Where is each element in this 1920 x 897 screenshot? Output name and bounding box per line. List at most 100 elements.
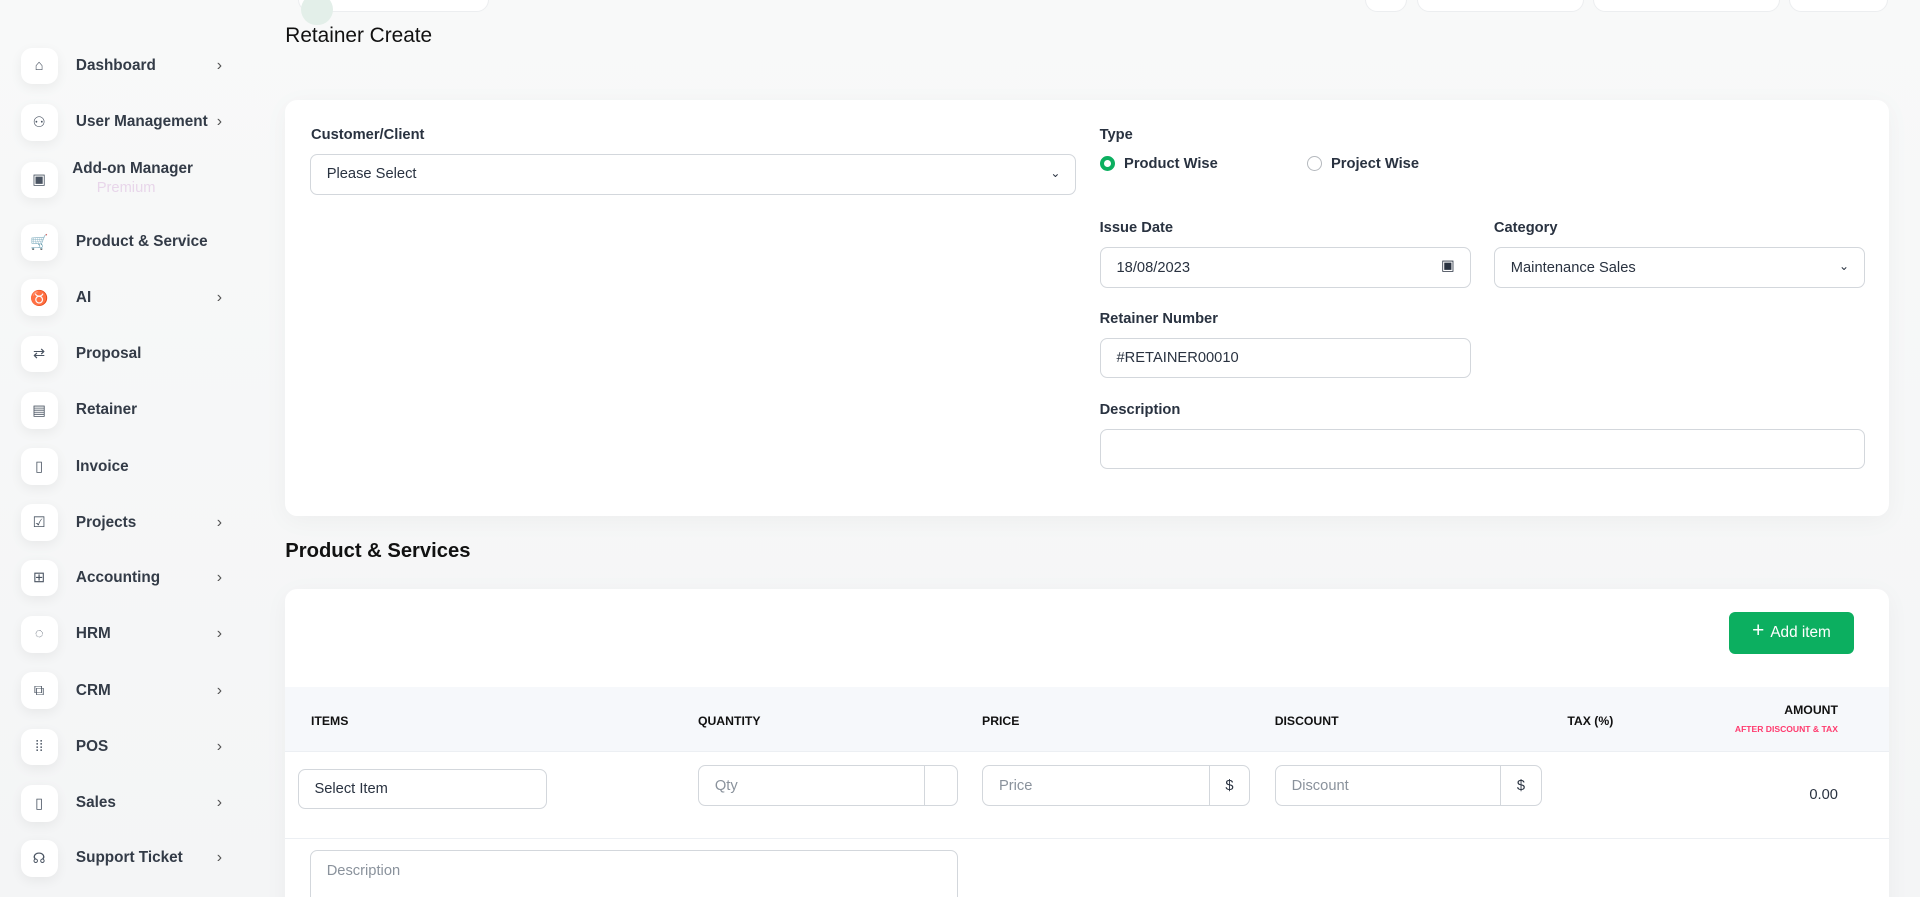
sidebar-item-ai[interactable]: ♉ AI › — [20, 278, 254, 317]
sidebar-item-crm[interactable]: ⧉ CRM › — [20, 671, 254, 710]
sidebar-item-invoice[interactable]: ▯ Invoice — [20, 447, 254, 486]
sidebar-item-label: User Management — [75, 113, 208, 131]
items-card: + Add item ITEMS QUANTITY PRICE DISCOUNT … — [285, 588, 1890, 897]
chevron-right-icon: › — [216, 57, 223, 75]
price-input[interactable]: Price $ — [982, 765, 1251, 806]
header-tax: TAX (%) — [1567, 713, 1614, 728]
add-item-button[interactable]: + Add item — [1728, 612, 1854, 654]
apps-icon: ▣ — [20, 161, 58, 199]
header-items: ITEMS — [311, 713, 349, 728]
sidebar-item-pos[interactable]: ⁞⁞ POS › — [20, 727, 254, 766]
table-row: Select Item Qty Price $ Discount $ 0.00 — [285, 752, 1890, 839]
sidebar-item-label: Support Ticket — [75, 849, 183, 867]
plus-icon: + — [1752, 619, 1765, 643]
header-button[interactable] — [1593, 0, 1781, 13]
issue-date-input[interactable]: 18/08/2023 ▣ — [1099, 247, 1471, 288]
radio-checked-icon — [1099, 155, 1116, 172]
select-item-value: Select Item — [314, 781, 388, 798]
radio-project-wise[interactable]: Project Wise — [1306, 155, 1420, 172]
quantity-addon — [923, 766, 957, 805]
radio-label: Project Wise — [1330, 155, 1420, 172]
chevron-down-icon: ⌄ — [1050, 166, 1061, 181]
chevron-right-icon: › — [216, 288, 223, 306]
header-button[interactable] — [1365, 0, 1407, 13]
discount-input[interactable]: Discount $ — [1274, 765, 1542, 806]
checkbox-icon: ☑ — [20, 504, 58, 542]
sidebar-item-label: Invoice — [75, 457, 129, 475]
ai-icon: ♉ — [20, 279, 58, 316]
sidebar-item-hrm[interactable]: ◌ HRM › — [20, 615, 254, 654]
description-input[interactable] — [1099, 428, 1865, 469]
discount-placeholder: Discount — [1291, 777, 1349, 794]
header-profile-pill[interactable] — [297, 0, 489, 26]
home-icon: ⌂ — [20, 47, 58, 85]
sidebar-item-proposal[interactable]: ⇄ Proposal — [20, 334, 254, 373]
sidebar-item-dashboard[interactable]: ⌂ Dashboard › — [20, 47, 254, 86]
cart-icon: 🛒 — [20, 224, 58, 261]
category-value: Maintenance Sales — [1510, 259, 1636, 276]
customer-select-value: Please Select — [326, 166, 417, 183]
currency-addon: $ — [1208, 766, 1249, 805]
retainer-number-input[interactable]: #RETAINER00010 — [1099, 337, 1471, 379]
chevron-right-icon: › — [216, 681, 223, 699]
row-amount: 0.00 — [1809, 787, 1838, 804]
chevron-right-icon: › — [216, 849, 223, 867]
chevron-right-icon: › — [216, 568, 223, 586]
customer-select[interactable]: Please Select ⌄ — [309, 154, 1077, 195]
radio-label: Product Wise — [1124, 155, 1218, 172]
retainer-number-label: Retainer Number — [1099, 311, 1218, 328]
radio-product-wise[interactable]: Product Wise — [1099, 155, 1218, 172]
item-description-textarea[interactable]: Description — [309, 849, 958, 897]
sidebar-item-label: Add-on Manager — [72, 160, 193, 178]
header-price: PRICE — [982, 713, 1020, 728]
issue-date-value: 18/08/2023 — [1116, 259, 1190, 276]
sidebar-item-label: Projects — [75, 513, 137, 531]
chevron-right-icon: › — [216, 794, 223, 812]
sidebar-item-user-management[interactable]: ⚇ User Management › — [20, 103, 254, 142]
price-placeholder: Price — [998, 777, 1033, 794]
calendar-icon[interactable]: ▣ — [1441, 257, 1455, 274]
header-button[interactable] — [1416, 0, 1585, 13]
header-amount-sub: AFTER DISCOUNT & TAX — [1734, 723, 1838, 734]
quantity-input[interactable]: Qty — [697, 765, 958, 806]
header-quantity: QUANTITY — [697, 713, 761, 728]
avatar — [300, 0, 333, 26]
premium-badge: Premium — [96, 179, 156, 196]
select-item-input[interactable]: Select Item — [297, 768, 548, 810]
radio-unchecked-icon — [1306, 155, 1323, 172]
table-header: ITEMS QUANTITY PRICE DISCOUNT TAX (%) AM… — [285, 686, 1890, 752]
chevron-right-icon: › — [216, 513, 223, 531]
crm-icon: ⧉ — [20, 672, 58, 709]
users-icon: ⚇ — [20, 104, 58, 141]
header-amount: AMOUNT — [1784, 702, 1838, 717]
hrm-icon: ◌ — [20, 615, 58, 653]
section-title: Product & Services — [285, 540, 471, 562]
headset-icon: ☊ — [20, 840, 58, 877]
description-placeholder: Description — [326, 863, 401, 880]
sidebar-item-label: Product & Service — [75, 233, 208, 251]
sidebar-item-projects[interactable]: ☑ Projects › — [20, 503, 254, 542]
customer-label: Customer/Client — [311, 127, 425, 144]
dots-grid-icon: ⁞⁞ — [20, 728, 58, 766]
chevron-down-icon: ⌄ — [1838, 259, 1850, 274]
sidebar-item-support-ticket[interactable]: ☊ Support Ticket › — [20, 839, 254, 878]
save-icon: ▤ — [20, 391, 58, 429]
sidebar-item-sales[interactable]: ▯ Sales › — [20, 784, 254, 823]
sidebar-item-label: HRM — [75, 625, 111, 643]
add-item-label: Add item — [1770, 624, 1831, 642]
description-label: Description — [1099, 401, 1181, 418]
sidebar-item-product-service[interactable]: 🛒 Product & Service — [20, 223, 254, 262]
sidebar-item-add-on-manager[interactable]: ▣ Add-on Manager Premium — [20, 160, 254, 199]
retainer-form-card: Customer/Client Please Select ⌄ Type Prod… — [285, 100, 1890, 516]
chevron-right-icon: › — [216, 625, 223, 643]
sidebar-item-label: Accounting — [75, 568, 161, 586]
header-discount: DISCOUNT — [1274, 713, 1339, 728]
category-select[interactable]: Maintenance Sales ⌄ — [1493, 247, 1865, 288]
sidebar-item-retainer[interactable]: ▤ Retainer — [20, 391, 254, 430]
chevron-right-icon: › — [216, 113, 223, 131]
sidebar-item-accounting[interactable]: ⊞ Accounting › — [20, 558, 254, 597]
header-button[interactable] — [1788, 0, 1889, 13]
grid-plus-icon: ⊞ — [20, 559, 58, 597]
currency-addon: $ — [1500, 766, 1540, 805]
